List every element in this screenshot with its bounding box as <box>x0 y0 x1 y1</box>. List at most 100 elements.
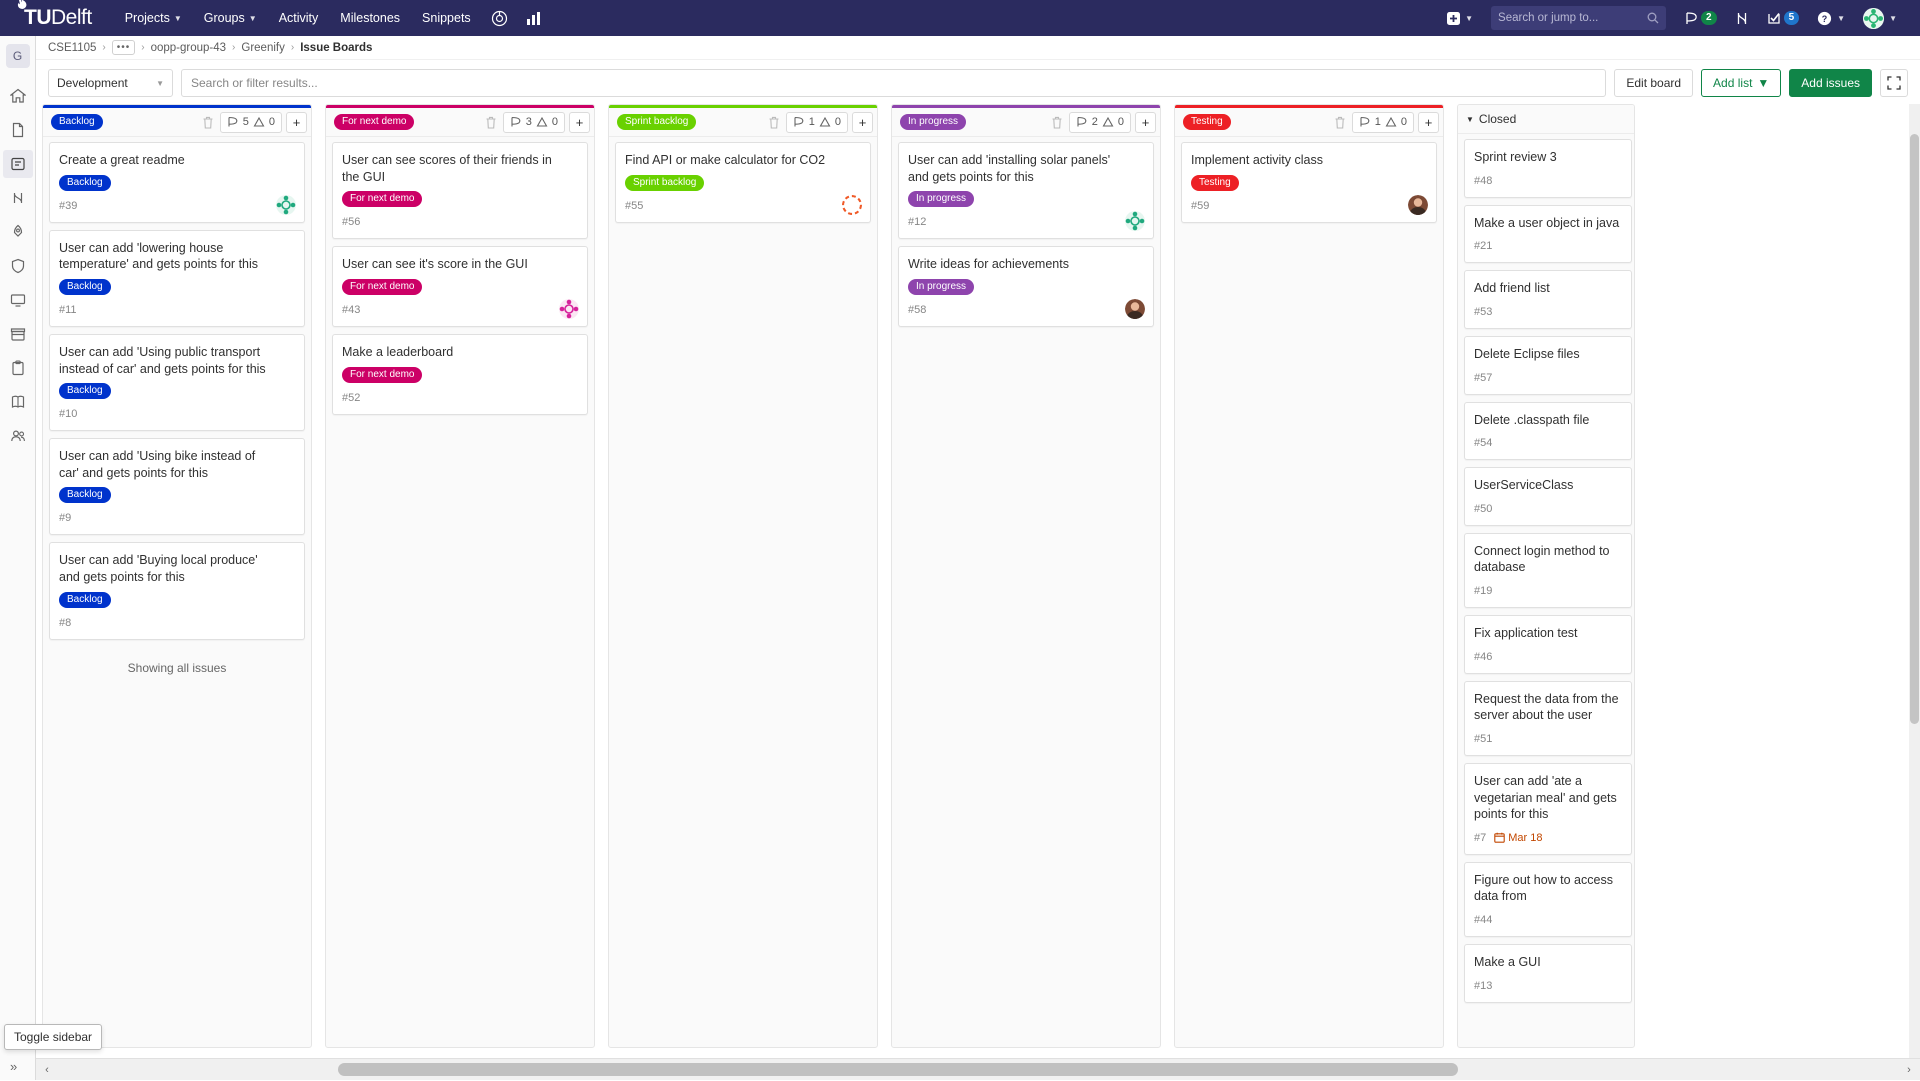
card-label[interactable]: Backlog <box>59 175 111 191</box>
add-issue-to-list-button[interactable]: + <box>852 112 873 133</box>
board-vertical-scrollbar[interactable] <box>1909 104 1920 1058</box>
add-issue-to-list-button[interactable]: + <box>286 112 307 133</box>
delete-list-icon[interactable] <box>483 114 499 131</box>
nav-projects[interactable]: Projects ▼ <box>114 4 193 32</box>
breadcrumb-item-project[interactable]: Greenify <box>241 42 284 54</box>
nav-snippets[interactable]: Snippets <box>411 4 482 32</box>
sidebar-item-overview[interactable] <box>3 82 33 110</box>
board-horizontal-scrollbar[interactable]: ‹ › <box>36 1058 1920 1080</box>
collapse-sidebar-button[interactable]: » <box>10 1059 17 1074</box>
issue-card[interactable]: Connect login method to database#19 <box>1464 533 1632 608</box>
delete-list-icon[interactable] <box>200 114 216 131</box>
card-label[interactable]: For next demo <box>342 191 422 207</box>
sidebar-item-security[interactable] <box>3 252 33 280</box>
sidebar-item-wiki[interactable] <box>3 388 33 416</box>
list-label[interactable]: In progress <box>900 114 966 130</box>
card-label[interactable]: Backlog <box>59 279 111 295</box>
sidebar-item-issues[interactable] <box>3 150 33 178</box>
assignee-avatar[interactable] <box>1125 299 1145 319</box>
focus-mode-button[interactable] <box>1880 69 1908 97</box>
issue-card[interactable]: Sprint review 3#48 <box>1464 139 1632 198</box>
new-item-button[interactable]: ▼ <box>1438 6 1482 31</box>
chart-icon[interactable] <box>517 4 551 32</box>
nav-activity[interactable]: Activity <box>268 4 330 32</box>
tudelft-logo[interactable]: TU Delft <box>10 6 92 30</box>
scrollbar-thumb[interactable] <box>338 1063 1458 1076</box>
scroll-right-arrow[interactable]: › <box>1898 1059 1920 1081</box>
assignee-avatar[interactable] <box>1408 195 1428 215</box>
card-label[interactable]: Backlog <box>59 487 111 503</box>
issue-card[interactable]: Fix application test#46 <box>1464 615 1632 674</box>
issue-card[interactable]: User can see scores of their friends in … <box>332 142 588 239</box>
issue-card[interactable]: User can add 'lowering house temperature… <box>49 230 305 327</box>
issue-card[interactable]: User can add 'installing solar panels' a… <box>898 142 1154 239</box>
delete-list-icon[interactable] <box>766 114 782 131</box>
assignee-avatar[interactable] <box>842 195 862 215</box>
nav-groups[interactable]: Groups ▼ <box>193 4 268 32</box>
card-label[interactable]: Sprint backlog <box>625 175 704 191</box>
search-input[interactable] <box>1498 12 1659 24</box>
issue-card[interactable]: UserServiceClass#50 <box>1464 467 1632 526</box>
issue-card[interactable]: Figure out how to access data from#44 <box>1464 862 1632 937</box>
user-menu-button[interactable]: ▼ <box>1854 2 1906 35</box>
board-selector[interactable]: Development ▼ <box>48 69 173 97</box>
list-label[interactable]: Sprint backlog <box>617 114 696 130</box>
issue-card[interactable]: Add friend list#53 <box>1464 270 1632 329</box>
add-list-button[interactable]: Add list ▼ <box>1701 69 1781 97</box>
sidebar-item-packages[interactable] <box>3 320 33 348</box>
list-cards[interactable]: User can see scores of their friends in … <box>326 137 594 1047</box>
issue-card[interactable]: Request the data from the server about t… <box>1464 681 1632 756</box>
add-issue-to-list-button[interactable]: + <box>1135 112 1156 133</box>
card-label[interactable]: For next demo <box>342 279 422 295</box>
search-box[interactable] <box>1491 6 1666 30</box>
issue-card[interactable]: User can add 'Buying local produce' and … <box>49 542 305 639</box>
scroll-left-arrow[interactable]: ‹ <box>36 1059 58 1081</box>
sidebar-item-repository[interactable] <box>3 116 33 144</box>
card-label[interactable]: For next demo <box>342 367 422 383</box>
card-label[interactable]: Testing <box>1191 175 1239 191</box>
filter-input[interactable] <box>181 69 1606 97</box>
closed-list-cards[interactable]: Sprint review 3#48 Make a user object in … <box>1458 134 1634 1047</box>
add-issue-to-list-button[interactable]: + <box>569 112 590 133</box>
issue-card[interactable]: User can add 'Using bike instead of car'… <box>49 438 305 535</box>
help-button[interactable]: ? ▼ <box>1808 5 1854 32</box>
issue-card[interactable]: User can add 'ate a vegetarian meal' and… <box>1464 763 1632 855</box>
issue-card[interactable]: Delete .classpath file#54 <box>1464 402 1632 461</box>
sidebar-item-members[interactable] <box>3 422 33 450</box>
list-label[interactable]: Testing <box>1183 114 1231 130</box>
edit-board-button[interactable]: Edit board <box>1614 69 1693 97</box>
nav-milestones[interactable]: Milestones <box>329 4 411 32</box>
issue-card[interactable]: Make a user object in java#21 <box>1464 205 1632 264</box>
merge-requests-button[interactable] <box>1726 5 1758 32</box>
issue-card[interactable]: User can add 'Using public transport ins… <box>49 334 305 431</box>
card-label[interactable]: In progress <box>908 191 974 207</box>
breadcrumb-item-group[interactable]: oopp-group-43 <box>151 42 226 54</box>
sidebar-item-analytics[interactable] <box>3 354 33 382</box>
lifebuoy-icon[interactable] <box>482 4 517 33</box>
card-label[interactable]: Backlog <box>59 592 111 608</box>
issue-card[interactable]: Delete Eclipse files#57 <box>1464 336 1632 395</box>
breadcrumb-item-cse1105[interactable]: CSE1105 <box>48 42 96 54</box>
list-label[interactable]: Backlog <box>51 114 103 130</box>
breadcrumb-ellipsis[interactable]: ••• <box>112 40 136 55</box>
issues-button[interactable]: 2 <box>1675 5 1726 32</box>
card-label[interactable]: Backlog <box>59 383 111 399</box>
list-cards[interactable]: User can add 'installing solar panels' a… <box>892 137 1160 1047</box>
issue-card[interactable]: Make a GUI#13 <box>1464 944 1632 1003</box>
list-label[interactable]: For next demo <box>334 114 414 130</box>
scrollbar-track[interactable] <box>58 1059 1898 1081</box>
add-issue-to-list-button[interactable]: + <box>1418 112 1439 133</box>
delete-list-icon[interactable] <box>1332 114 1348 131</box>
sidebar-item-operations[interactable] <box>3 286 33 314</box>
sidebar-item-cicd[interactable] <box>3 218 33 246</box>
sidebar-item-merge-requests[interactable] <box>3 184 33 212</box>
assignee-avatar[interactable] <box>559 299 579 319</box>
